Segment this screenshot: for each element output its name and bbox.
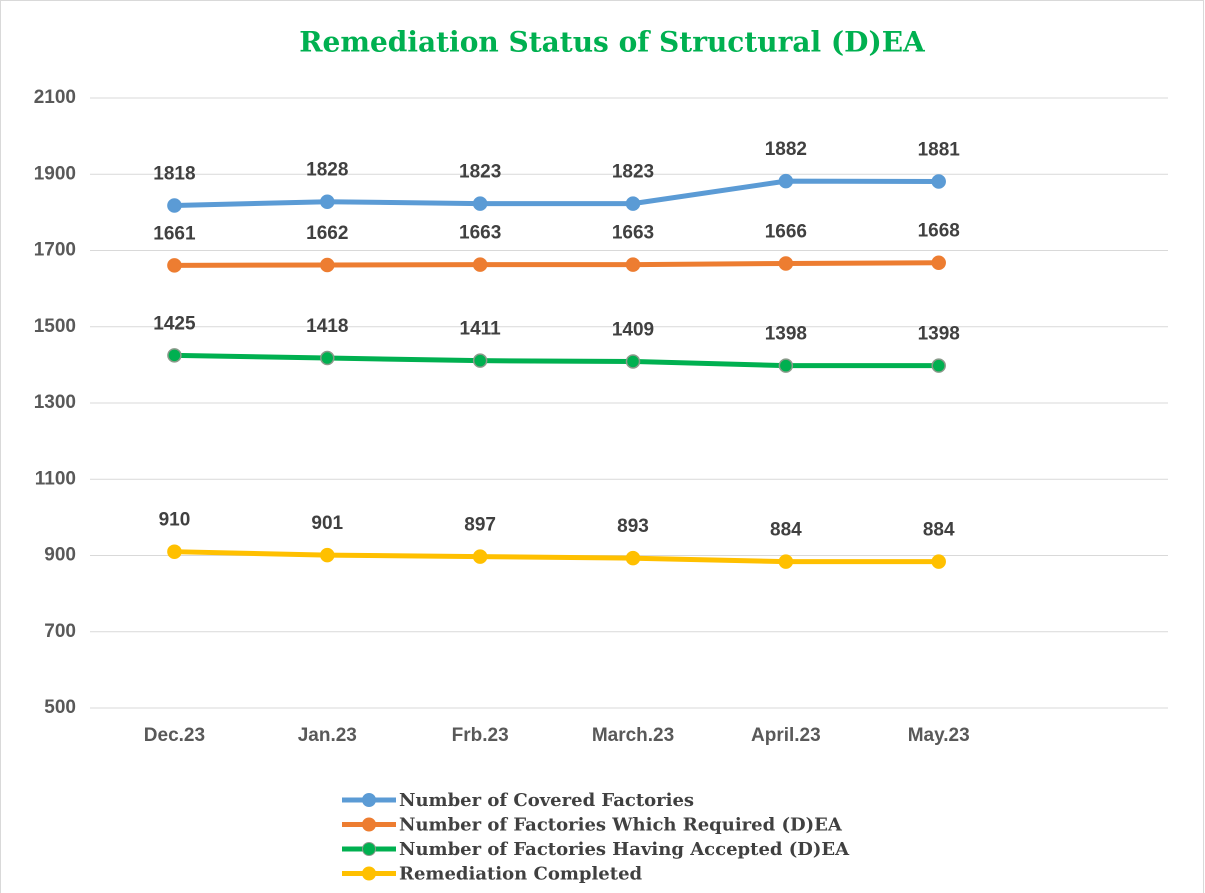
data-label: 901 — [311, 513, 343, 534]
marker — [320, 547, 335, 563]
x-tick-label: Frb.23 — [452, 725, 509, 746]
marker — [472, 196, 488, 211]
marker — [320, 194, 335, 209]
line — [171, 260, 942, 268]
line — [171, 549, 942, 565]
data-label: 1411 — [460, 319, 502, 340]
marker — [625, 550, 641, 566]
data-label: 1668 — [918, 221, 960, 242]
data-label: 1663 — [459, 223, 501, 244]
marker — [472, 549, 488, 564]
marker — [778, 256, 794, 271]
line — [171, 178, 942, 209]
data-label: 1818 — [153, 164, 195, 185]
y-tick-label: 1900 — [34, 163, 76, 184]
x-tick-label: Dec.23 — [144, 725, 205, 746]
y-tick-label: 500 — [44, 697, 76, 718]
marker — [625, 354, 641, 369]
marker — [167, 258, 182, 273]
data-label: 897 — [464, 515, 496, 536]
x-tick-label: April.23 — [751, 725, 821, 746]
marker — [167, 544, 182, 559]
data-label: 884 — [923, 520, 955, 541]
data-label: 1425 — [153, 313, 196, 334]
marker — [625, 196, 641, 211]
data-label: 1418 — [306, 316, 348, 337]
marker — [931, 174, 946, 189]
marker — [320, 350, 335, 366]
data-label: 1409 — [612, 319, 654, 340]
x-tick-label: Jan.23 — [298, 725, 357, 746]
y-tick-label: 1700 — [34, 240, 76, 261]
data-label: 884 — [770, 520, 802, 541]
data-label: 910 — [159, 510, 191, 531]
marker — [931, 554, 946, 569]
legend-label: Number of Factories Which Required (D)EA — [399, 815, 843, 836]
y-tick-label: 1100 — [35, 468, 76, 489]
marker — [472, 257, 488, 272]
legend-label: Remediation Completed — [399, 864, 643, 885]
legend-marker — [362, 817, 376, 832]
y-tick-label: 900 — [44, 545, 76, 566]
legend-label: Number of Factories Having Accepted (D)E… — [399, 839, 850, 860]
data-label: 1666 — [765, 221, 807, 242]
data-label: 1661 — [153, 223, 196, 244]
marker — [778, 554, 794, 569]
legend-marker — [362, 842, 376, 856]
marker — [625, 257, 641, 272]
marker — [778, 173, 794, 189]
y-tick-label: 2100 — [34, 87, 76, 108]
x-tick-label: May.23 — [908, 725, 970, 746]
marker — [472, 353, 488, 368]
data-label: 1398 — [765, 324, 807, 345]
marker — [167, 348, 182, 363]
data-label: 1398 — [918, 324, 960, 345]
chart-title: Remediation Status of Structural (D)EA — [299, 26, 926, 59]
data-label: 1881 — [918, 140, 961, 161]
y-tick-label: 1500 — [34, 316, 76, 337]
data-label: 1828 — [306, 160, 348, 181]
marker — [778, 358, 794, 373]
y-tick-label: 1300 — [34, 392, 76, 413]
y-tick-label: 700 — [44, 621, 76, 642]
data-label: 1662 — [306, 223, 348, 244]
legend-marker — [362, 866, 376, 881]
marker — [320, 257, 335, 273]
data-label: 1663 — [612, 223, 654, 244]
line — [171, 352, 942, 369]
marker — [931, 255, 946, 270]
marker — [167, 198, 182, 213]
marker — [931, 358, 946, 373]
legend-label: Number of Covered Factories — [399, 790, 694, 811]
data-label: 893 — [617, 516, 649, 537]
x-tick-label: March.23 — [592, 725, 674, 746]
data-label: 1823 — [459, 162, 501, 183]
data-label: 1882 — [765, 139, 807, 160]
data-label: 1823 — [612, 162, 654, 183]
legend-marker — [362, 793, 376, 807]
